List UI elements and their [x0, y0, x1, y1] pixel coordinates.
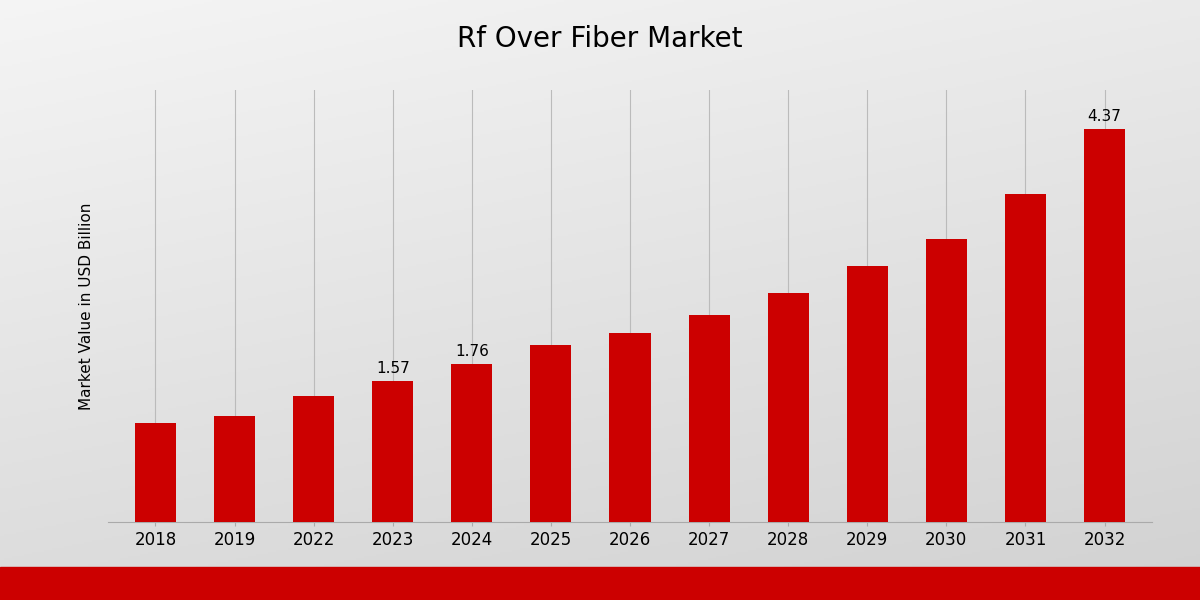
Bar	[451, 364, 492, 522]
Bar	[134, 423, 176, 522]
Bar	[610, 333, 650, 522]
Bar	[214, 416, 256, 522]
Bar	[293, 396, 334, 522]
Bar	[530, 344, 571, 522]
Bar	[847, 265, 888, 522]
Bar	[1084, 128, 1126, 522]
Bar	[1004, 193, 1046, 522]
Bar	[689, 315, 730, 522]
Y-axis label: Market Value in USD Billion: Market Value in USD Billion	[79, 202, 94, 410]
Bar	[0, 567, 1200, 600]
Bar	[926, 238, 967, 522]
Text: Rf Over Fiber Market: Rf Over Fiber Market	[457, 25, 743, 53]
Bar	[768, 292, 809, 522]
Text: 1.76: 1.76	[455, 344, 488, 359]
Bar	[372, 380, 413, 522]
Text: 4.37: 4.37	[1087, 109, 1122, 124]
Text: 1.57: 1.57	[376, 361, 409, 376]
